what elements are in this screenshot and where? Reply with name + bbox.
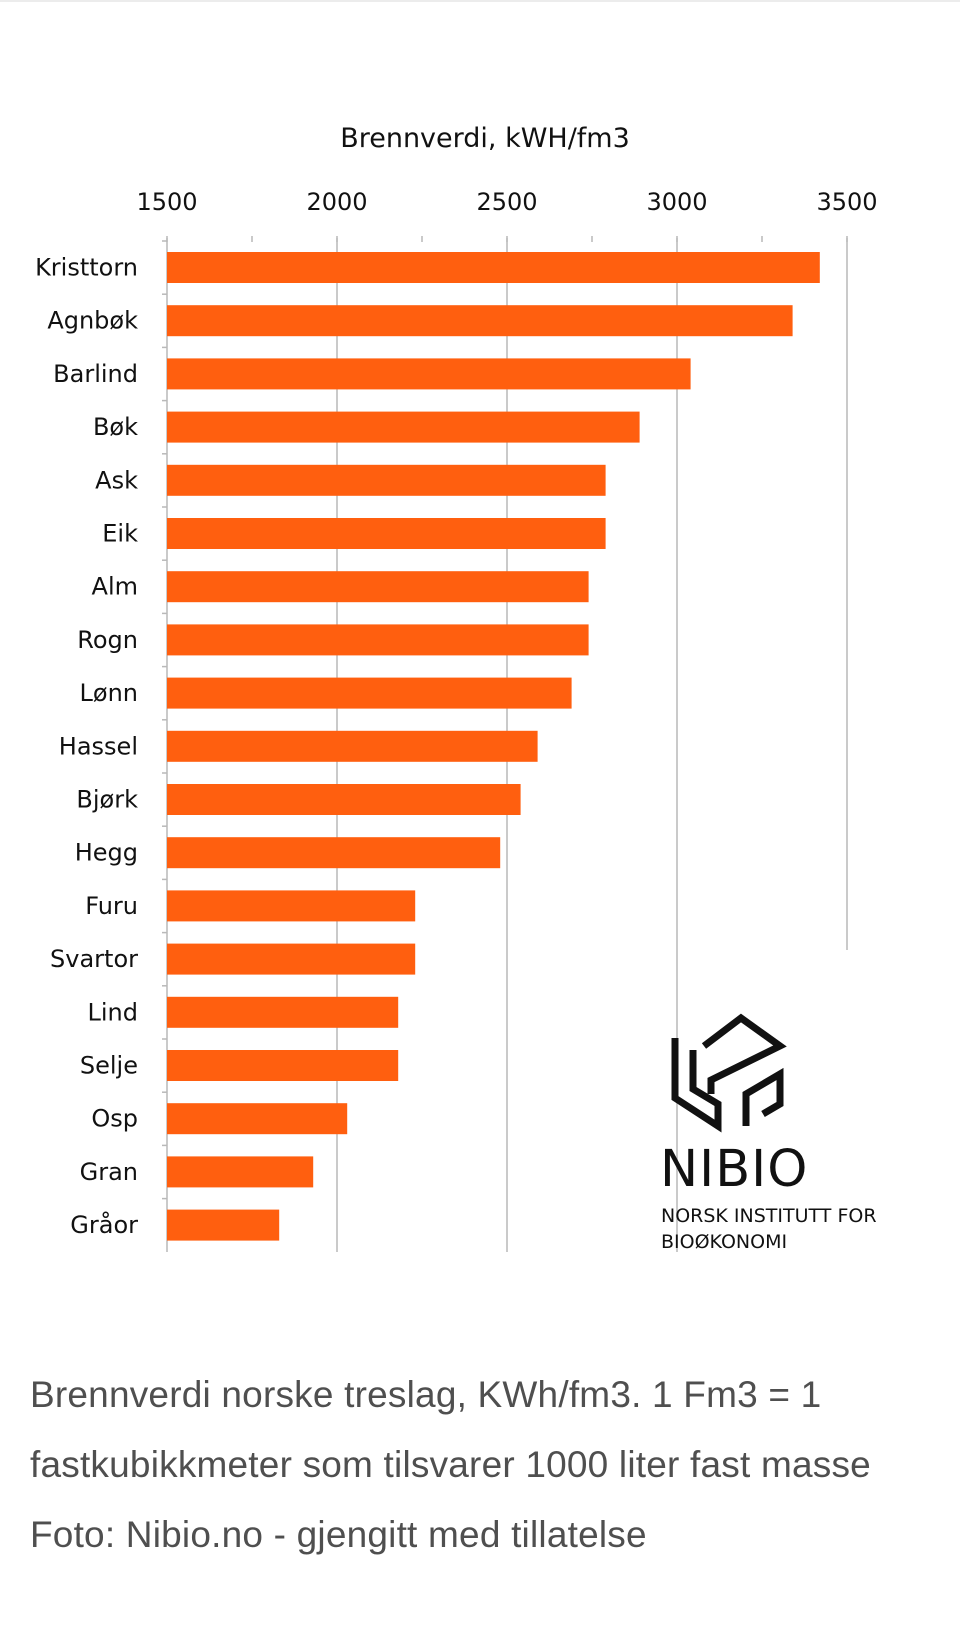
bar-chart: Brennverdi, kWH/fm3 1500 2000 2500 3000 3500… [35, 123, 878, 1252]
bar-alm [167, 571, 589, 603]
logo-subtitle-line2: BIOØKONOMI [661, 1231, 788, 1253]
y-label-eik: Eik [102, 520, 138, 548]
y-label-agnbøk: Agnbøk [47, 307, 138, 335]
bar-ask [167, 464, 606, 496]
y-label-barlind: Barlind [53, 360, 138, 388]
y-label-kristtorn: Kristtorn [35, 254, 138, 282]
y-label-selje: Selje [80, 1052, 138, 1080]
chart-title: Brennverdi, kWH/fm3 [340, 123, 630, 154]
bar-gråor [167, 1209, 280, 1241]
logo-subtitle-line1: NORSK INSTITUTT FOR [661, 1205, 877, 1227]
y-label-gråor: Gråor [70, 1210, 138, 1239]
y-label-svartor: Svartor [50, 945, 138, 973]
y-label-hegg: Hegg [75, 839, 138, 867]
y-label-hassel: Hassel [59, 732, 138, 760]
x-tick-label-2500: 2500 [476, 188, 537, 216]
y-label-ask: Ask [95, 466, 138, 494]
bar-bøk [167, 411, 640, 443]
bar-gran [167, 1156, 314, 1188]
logo-name: NIBIO [660, 1140, 809, 1199]
logo-subtitle: NORSK INSTITUTT FOR BIOØKONOMI [661, 1203, 901, 1255]
bar-selje [167, 1050, 399, 1081]
bar-lønn [167, 677, 572, 709]
x-axis-ticks: 1500 2000 2500 3000 3500 [136, 188, 877, 216]
bar-hegg [167, 837, 501, 869]
bar-osp [167, 1103, 348, 1135]
y-label-bøk: Bøk [93, 413, 138, 441]
y-label-osp: Osp [91, 1105, 138, 1133]
bar-eik [167, 518, 606, 549]
y-label-lind: Lind [88, 998, 138, 1026]
y-label-rogn: Rogn [77, 626, 138, 654]
bar-agnbøk [167, 305, 793, 337]
x-tick-label-2000: 2000 [306, 188, 367, 216]
y-label-lønn: Lønn [80, 679, 138, 707]
bar-lind [167, 996, 399, 1028]
nibio-logo-icon [671, 1013, 787, 1133]
bar-furu [167, 890, 416, 922]
x-tick-label-3000: 3000 [646, 188, 707, 216]
image-caption: Brennverdi norske treslag, KWh/fm3. 1 Fm… [30, 1374, 871, 1555]
y-label-bjørk: Bjørk [76, 786, 138, 814]
top-divider [0, 0, 960, 2]
y-label-furu: Furu [85, 892, 138, 920]
x-tick-label-1500: 1500 [136, 188, 197, 216]
x-tick-label-3500: 3500 [816, 188, 877, 216]
y-axis-labels: Kristtorn Agnbøk Barlind Bøk Ask Eik Alm Rogn Lø… [35, 254, 138, 1240]
bars [167, 252, 820, 1241]
y-label-alm: Alm [92, 573, 138, 601]
bar-rogn [167, 624, 589, 656]
bar-hassel [167, 730, 538, 762]
bar-svartor [167, 943, 416, 975]
bar-kristtorn [167, 252, 820, 283]
y-label-gran: Gran [80, 1158, 138, 1186]
bar-barlind [167, 358, 691, 390]
bar-bjørk [167, 784, 521, 815]
